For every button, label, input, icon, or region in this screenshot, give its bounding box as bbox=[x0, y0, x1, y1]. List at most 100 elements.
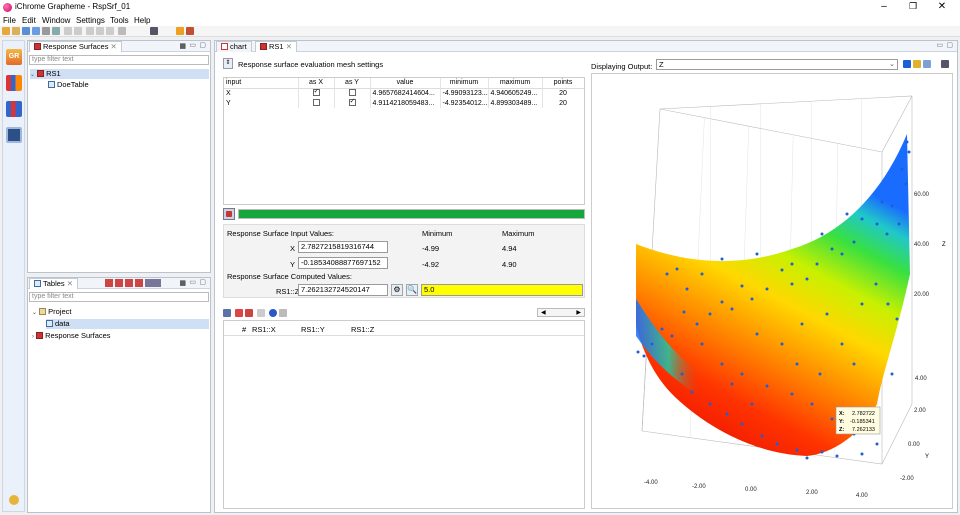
as-y-checkbox[interactable] bbox=[348, 89, 356, 97]
row-value[interactable]: 4.9657682414604... bbox=[370, 88, 441, 98]
new-project-icon[interactable] bbox=[2, 27, 10, 35]
minimize-button[interactable]: – bbox=[881, 1, 887, 12]
row-points[interactable]: 20 bbox=[542, 88, 584, 98]
tab-rs1[interactable]: RS1 ✕ bbox=[255, 41, 297, 52]
menu-window[interactable]: Window bbox=[42, 16, 71, 25]
collapse-section-button[interactable]: ⇕ bbox=[223, 58, 233, 69]
tree-item-doetable[interactable]: DoeTable bbox=[48, 80, 89, 90]
y-value-input[interactable]: -0.18534088877697152 bbox=[298, 257, 388, 269]
tree-item-data[interactable]: data bbox=[46, 319, 209, 329]
add-point-icon[interactable] bbox=[269, 309, 277, 317]
clear-icon[interactable] bbox=[279, 309, 287, 317]
delete-icon[interactable] bbox=[118, 27, 126, 35]
grapheme-launcher-icon[interactable]: GR bbox=[6, 49, 22, 65]
restore-button[interactable]: ❐ bbox=[908, 1, 918, 11]
minimize-view-icon[interactable]: ▭ bbox=[189, 42, 196, 49]
maximize-view-icon[interactable]: ▢ bbox=[199, 42, 206, 49]
row-value[interactable]: 4.9114218059483... bbox=[370, 98, 441, 108]
paste-icon[interactable] bbox=[106, 27, 114, 35]
open-icon[interactable] bbox=[12, 27, 20, 35]
collapse-arrow-icon[interactable]: › bbox=[32, 334, 34, 340]
layout-icon[interactable] bbox=[150, 27, 158, 35]
tree-item-response-surfaces[interactable]: › Response Surfaces bbox=[32, 331, 111, 340]
menu-tools[interactable]: Tools bbox=[110, 16, 129, 25]
column-header-rs1-y[interactable]: RS1::Y bbox=[301, 325, 325, 334]
target-z-input[interactable]: 5.0 bbox=[421, 284, 583, 296]
chevron-down-icon[interactable]: ⌄ bbox=[889, 61, 895, 68]
minimize-view-icon[interactable]: ▭ bbox=[189, 279, 196, 286]
column-header-as-y[interactable]: as Y bbox=[334, 78, 371, 89]
row-maximum[interactable]: 4.940605249... bbox=[488, 88, 543, 98]
table-tools-icon[interactable] bbox=[105, 279, 161, 287]
surface-launcher-icon[interactable] bbox=[6, 127, 22, 143]
copy-icon[interactable] bbox=[96, 27, 104, 35]
table-row[interactable]: X 4.9657682414604... -4.99093123... 4.94… bbox=[224, 88, 584, 98]
redo-icon[interactable] bbox=[74, 27, 82, 35]
undo-icon[interactable] bbox=[64, 27, 72, 35]
as-y-checkbox[interactable] bbox=[348, 98, 356, 106]
optimize-button[interactable]: ⚙ bbox=[391, 284, 403, 296]
output-select[interactable]: Z ⌄ bbox=[656, 59, 898, 70]
table-row[interactable]: Y 4.9114218059483... -4.92354012... 4.89… bbox=[224, 98, 584, 108]
minimize-editor-icon[interactable]: ▭ bbox=[936, 42, 943, 49]
x-value-input[interactable]: 2.7827215819316744 bbox=[298, 241, 388, 253]
export-data-icon[interactable] bbox=[257, 309, 265, 317]
plot-settings-icon[interactable] bbox=[941, 60, 949, 68]
tab-response-surfaces[interactable]: Response Surfaces ✕ bbox=[29, 41, 122, 52]
row-minimum[interactable]: -4.92354012... bbox=[440, 98, 489, 108]
view-menu-icon[interactable]: ▦ bbox=[179, 43, 186, 50]
save-all-icon[interactable] bbox=[32, 27, 40, 35]
close-tab-icon[interactable]: ✕ bbox=[110, 42, 117, 51]
column-header-index[interactable]: # bbox=[242, 325, 247, 334]
table-view-icon[interactable] bbox=[223, 309, 231, 317]
surface-view-icon[interactable] bbox=[903, 60, 911, 68]
histogram-launcher-icon[interactable] bbox=[6, 101, 22, 117]
column-header-minimum[interactable]: minimum bbox=[440, 78, 489, 89]
print-icon[interactable] bbox=[42, 27, 50, 35]
maximize-editor-icon[interactable]: ▢ bbox=[946, 42, 953, 49]
add-row-icon[interactable] bbox=[235, 309, 243, 317]
menu-help[interactable]: Help bbox=[134, 16, 151, 25]
close-button[interactable]: ✕ bbox=[937, 1, 947, 12]
column-header-value[interactable]: value bbox=[370, 78, 441, 89]
as-x-checkbox[interactable] bbox=[312, 99, 320, 106]
tree-item-project[interactable]: ⌄ Project bbox=[32, 307, 72, 316]
bar-chart-launcher-icon[interactable] bbox=[6, 75, 22, 91]
contour-view-icon[interactable] bbox=[923, 60, 931, 68]
wizard-icon[interactable] bbox=[186, 27, 194, 35]
row-minimum[interactable]: -4.99093123... bbox=[440, 88, 489, 98]
maximize-view-icon[interactable]: ▢ bbox=[199, 279, 206, 286]
column-header-rs1-x[interactable]: RS1::X bbox=[252, 325, 276, 334]
export-icon[interactable] bbox=[52, 27, 60, 35]
view-menu-icon[interactable]: ▦ bbox=[179, 280, 186, 287]
tab-chart[interactable]: chart bbox=[216, 41, 252, 52]
close-tab-icon[interactable]: ✕ bbox=[285, 42, 292, 51]
row-points[interactable]: 20 bbox=[542, 98, 584, 108]
column-header-as-x[interactable]: as X bbox=[298, 78, 335, 89]
surfaces-filter-input[interactable]: type filter text bbox=[29, 55, 209, 65]
run-icon[interactable] bbox=[176, 27, 184, 35]
column-header-rs1-z[interactable]: RS1::Z bbox=[351, 325, 375, 334]
menu-file[interactable]: File bbox=[3, 16, 16, 25]
evaluate-button[interactable] bbox=[223, 208, 235, 220]
tables-filter-input[interactable]: type filter text bbox=[29, 292, 209, 302]
as-x-checkbox[interactable] bbox=[312, 88, 320, 97]
cut-icon[interactable] bbox=[86, 27, 94, 35]
row-maximum[interactable]: 4.899303489... bbox=[488, 98, 543, 108]
results-scroller[interactable]: ◀ ▶ bbox=[537, 308, 585, 317]
delete-row-icon[interactable] bbox=[245, 309, 253, 317]
points-view-icon[interactable] bbox=[913, 60, 921, 68]
close-tab-icon[interactable]: ✕ bbox=[66, 279, 74, 288]
column-header-input[interactable]: input bbox=[224, 78, 299, 89]
menu-settings[interactable]: Settings bbox=[76, 16, 105, 25]
status-icon[interactable] bbox=[9, 495, 19, 505]
column-header-maximum[interactable]: maximum bbox=[488, 78, 543, 89]
save-icon[interactable] bbox=[22, 27, 30, 35]
search-button[interactable]: 🔍 bbox=[406, 284, 418, 296]
scroll-right-icon[interactable]: ▶ bbox=[576, 310, 581, 316]
scroll-left-icon[interactable]: ◀ bbox=[541, 310, 546, 316]
expand-arrow-icon[interactable]: ⌄ bbox=[32, 310, 38, 316]
tab-tables[interactable]: Tables ✕ bbox=[29, 278, 79, 289]
menu-edit[interactable]: Edit bbox=[22, 16, 36, 25]
